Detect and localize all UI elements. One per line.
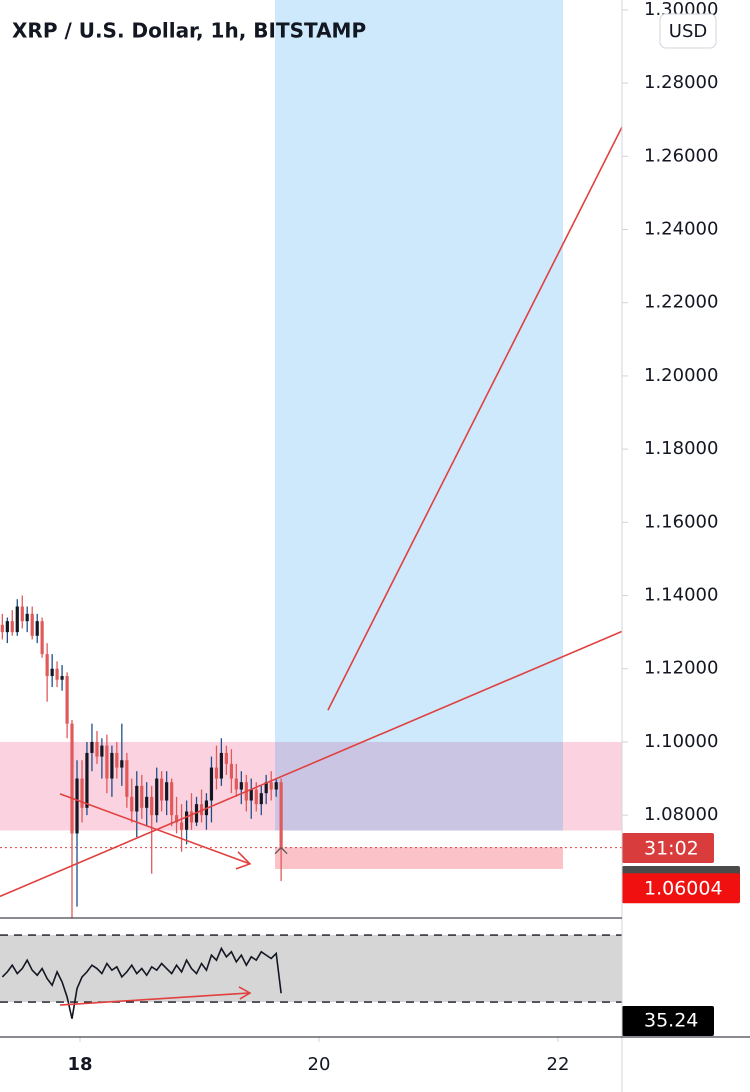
candle-body <box>214 767 219 779</box>
candle-body <box>95 741 99 757</box>
axes: 1.300001.280001.260001.240001.220001.200… <box>67 0 750 1075</box>
rsi-line <box>1 946 282 1019</box>
candle-body <box>219 752 223 779</box>
candle-body <box>165 782 169 801</box>
candle-body <box>130 796 134 812</box>
rsi-value-box <box>622 1006 714 1036</box>
marker-price-label: 1.06004 <box>644 878 723 900</box>
candle-body <box>179 822 184 830</box>
trend-line <box>0 630 622 898</box>
trend-line <box>59 793 251 865</box>
y-tick-label: 1.24000 <box>644 219 718 240</box>
candle-body <box>279 782 283 849</box>
candle-body <box>60 676 64 680</box>
candle-body <box>40 621 44 655</box>
x-tick-label: 20 <box>308 1054 331 1075</box>
candle-body <box>209 767 214 801</box>
candle-body <box>55 668 59 680</box>
candle-body <box>45 654 49 677</box>
y-tick-label: 1.16000 <box>644 511 718 532</box>
candle-body <box>65 676 69 724</box>
candle-body <box>160 778 164 801</box>
candle-body <box>85 752 89 808</box>
trend-line <box>327 126 622 711</box>
candle-body <box>135 785 139 812</box>
price-pane <box>0 0 622 918</box>
candle-body <box>0 624 4 633</box>
x-tick-label: 22 <box>547 1054 570 1075</box>
candle-body <box>189 811 194 823</box>
candle-body <box>75 778 79 834</box>
candle-body <box>50 668 54 677</box>
price-marker <box>274 846 288 855</box>
candle-body <box>140 785 144 808</box>
candle-body <box>15 606 19 633</box>
chart-title: XRP / U.S. Dollar, 1h, BITSTAMP <box>12 19 366 43</box>
x-tick-label: 18 <box>67 1054 92 1075</box>
trend-line <box>59 992 250 1006</box>
candle-body <box>264 782 268 794</box>
candle-body <box>110 752 114 779</box>
candle-body <box>90 741 94 753</box>
zone <box>275 847 564 869</box>
rsi-value-label: 35.24 <box>644 1010 698 1032</box>
y-tick-label: 1.08000 <box>644 804 718 825</box>
candle-body <box>229 763 234 779</box>
countdown: 31:02 <box>644 838 699 860</box>
candle-body <box>259 793 263 805</box>
candle-body <box>174 815 179 823</box>
candle-body <box>100 745 104 757</box>
candle-body <box>70 723 74 834</box>
candle-body <box>254 789 258 805</box>
candle-body <box>239 782 243 790</box>
y-tick-label: 1.14000 <box>644 585 718 606</box>
currency-box[interactable] <box>659 13 717 49</box>
rsi-pane <box>0 934 622 1019</box>
zone <box>0 741 622 831</box>
zone <box>275 0 564 831</box>
candle-body <box>35 621 39 636</box>
candle-body <box>25 613 29 622</box>
y-tick-label: 1.20000 <box>644 365 718 386</box>
candle-body <box>5 621 9 633</box>
marker-price-label-box <box>622 873 740 904</box>
candle-body <box>150 796 154 816</box>
rsi-band-fill <box>0 935 622 1003</box>
y-tick-label: 1.18000 <box>644 438 718 459</box>
candle-body <box>115 752 119 768</box>
y-tick-label: 1.12000 <box>644 658 718 679</box>
candle-body <box>199 804 204 816</box>
arrow-head <box>238 986 252 1000</box>
currency[interactable]: USD <box>669 21 707 42</box>
candle-body <box>120 760 124 768</box>
axis-cover <box>622 918 750 928</box>
candle-body <box>234 778 238 790</box>
candle-body <box>20 606 24 622</box>
y-tick-label: 1.28000 <box>644 72 718 93</box>
candle-body <box>125 760 129 797</box>
arrow-head <box>235 851 252 870</box>
candle-body <box>184 811 189 830</box>
candle-body <box>145 796 149 808</box>
candle-body <box>30 613 34 636</box>
candle-body <box>10 621 14 633</box>
candle-body <box>80 778 84 808</box>
countdown-box <box>622 833 714 863</box>
candle-body <box>274 782 278 790</box>
candle-body <box>105 745 109 779</box>
candle-body <box>269 782 273 790</box>
y-tick-label: 1.10000 <box>644 731 718 752</box>
candle-body <box>224 752 228 764</box>
y-tick-label: 1.26000 <box>644 145 718 166</box>
y-tick-label: 1.22000 <box>644 292 718 313</box>
candle-body <box>170 782 174 816</box>
candle-body <box>155 778 159 816</box>
candle-body <box>249 789 253 801</box>
